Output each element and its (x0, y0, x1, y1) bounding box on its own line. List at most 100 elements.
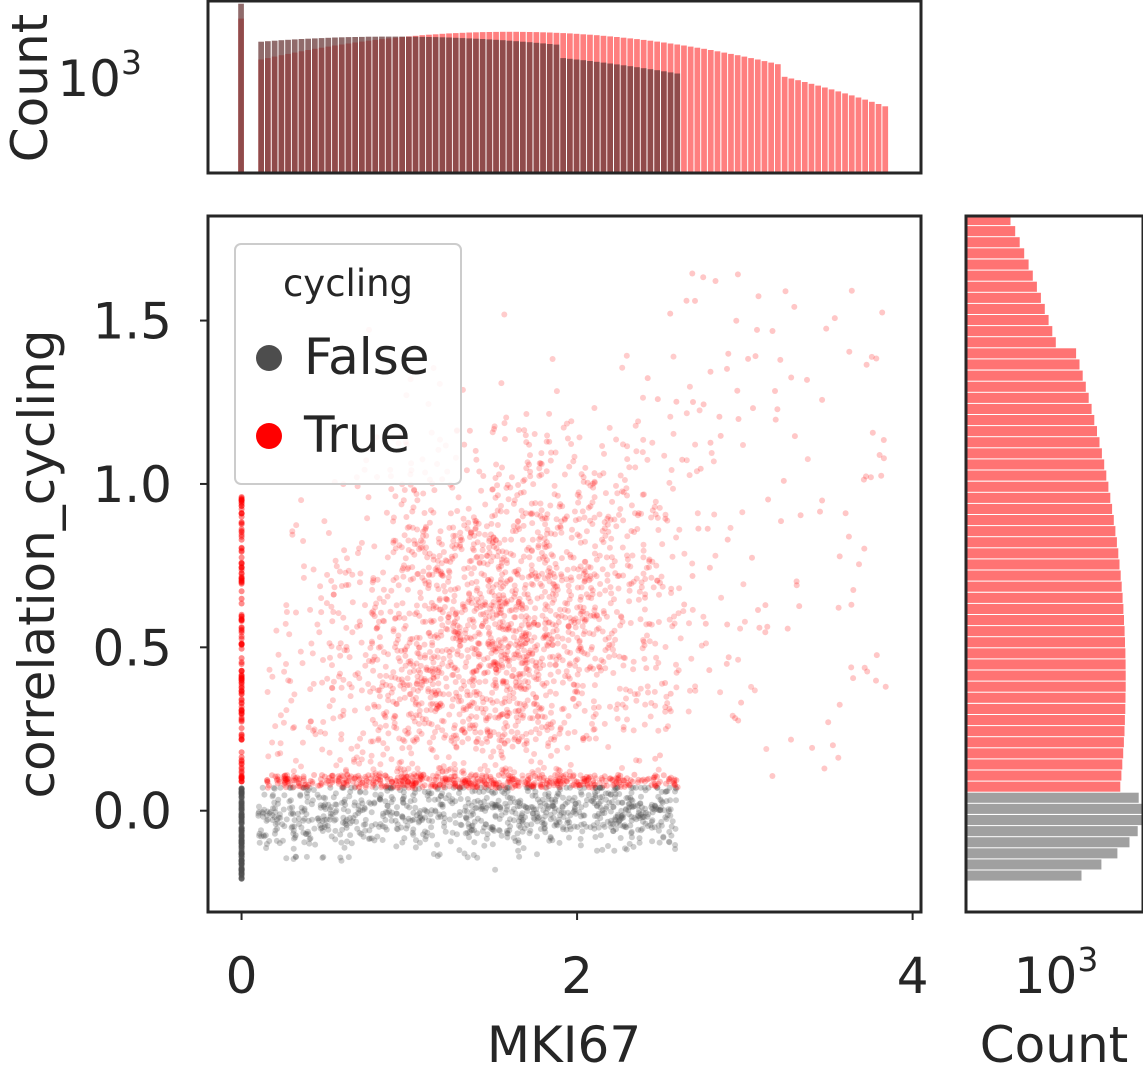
scatter-point-true (292, 757, 299, 764)
scatter-point-true (763, 746, 770, 752)
scatter-point-false (607, 791, 614, 798)
scatter-point-true (545, 743, 551, 750)
scatter-point-true (498, 737, 505, 744)
scatter-point-true (733, 317, 740, 324)
scatter-point-false (504, 830, 511, 837)
scatter-point-true (623, 352, 630, 359)
scatter-point-true (535, 621, 542, 628)
scatter-point-true (238, 580, 245, 587)
scatter-point-false (509, 795, 516, 802)
scatter-point-true (388, 587, 395, 594)
scatter-point-true (277, 750, 284, 757)
scatter-point-true (277, 712, 284, 719)
histogram-bar-false (265, 41, 271, 173)
scatter-point-false (328, 833, 335, 840)
scatter-point-true (644, 456, 651, 463)
scatter-point-true (341, 776, 348, 783)
scatter-point-false (238, 811, 245, 818)
scatter-point-true (397, 658, 403, 665)
scatter-point-false (504, 827, 511, 834)
scatter-point-false (297, 792, 304, 799)
scatter-point-true (461, 682, 468, 689)
scatter-point-true (358, 756, 365, 763)
scatter-point-true (438, 632, 445, 639)
scatter-point-false (368, 822, 375, 829)
scatter-point-false (380, 810, 386, 817)
scatter-point-false (512, 810, 519, 817)
scatter-point-true (498, 585, 504, 592)
scatter-point-true (791, 303, 798, 310)
scatter-point-false (563, 826, 570, 833)
scatter-point-true (513, 714, 520, 721)
scatter-point-true (525, 666, 532, 673)
scatter-point-true (477, 662, 484, 668)
scatter-point-true (500, 592, 507, 599)
scatter-point-true (453, 635, 459, 642)
scatter-point-true (414, 650, 421, 656)
scatter-point-true (414, 673, 421, 680)
scatter-point-true (436, 595, 443, 602)
scatter-point-false (556, 819, 563, 826)
scatter-point-false (477, 784, 484, 791)
scatter-point-true (547, 607, 554, 614)
scatter-point-false (238, 817, 245, 823)
scatter-point-true (468, 580, 475, 586)
scatter-point-true (508, 728, 515, 735)
scatter-point-true (846, 348, 853, 355)
scatter-point-false (442, 795, 449, 802)
histogram-bar-false (966, 815, 1142, 826)
scatter-point-true (343, 643, 350, 650)
scatter-point-false (342, 818, 349, 825)
scatter-point-false (238, 806, 245, 813)
scatter-point-true (569, 526, 575, 533)
scatter-point-false (553, 821, 560, 828)
scatter-point-true (518, 600, 525, 607)
scatter-point-false (502, 800, 509, 807)
scatter-point-true (379, 683, 386, 690)
scatter-point-true (396, 759, 403, 766)
scatter-point-true (489, 615, 496, 621)
scatter-point-true (608, 535, 615, 542)
scatter-point-true (836, 701, 843, 708)
scatter-point-false (406, 804, 413, 811)
scatter-point-true (621, 655, 628, 661)
scatter-point-true (611, 652, 618, 659)
scatter-point-true (365, 772, 372, 779)
scatter-point-false (360, 821, 367, 828)
scatter-point-false (639, 814, 646, 821)
scatter-point-true (525, 573, 532, 580)
scatter-point-false (515, 839, 522, 846)
scatter-point-true (497, 598, 504, 605)
scatter-point-true (581, 650, 588, 657)
scatter-point-false (480, 788, 487, 795)
scatter-point-false (238, 805, 245, 811)
histogram-bar-true (966, 681, 1126, 692)
scatter-point-false (551, 805, 558, 812)
scatter-point-true (405, 784, 412, 791)
scatter-point-true (414, 773, 420, 780)
scatter-point-false (270, 784, 277, 791)
scatter-point-false (648, 818, 655, 825)
scatter-point-true (619, 544, 626, 551)
scatter-point-false (404, 822, 411, 829)
scatter-point-true (595, 704, 602, 711)
scatter-point-true (364, 705, 371, 712)
scatter-point-false (529, 792, 536, 799)
scatter-point-true (458, 652, 465, 659)
scatter-point-true (471, 650, 478, 657)
scatter-point-true (724, 536, 731, 543)
scatter-point-false (641, 784, 648, 791)
scatter-point-false (399, 814, 406, 821)
scatter-point-true (525, 615, 532, 622)
scatter-point-false (567, 812, 574, 819)
scatter-point-true (516, 736, 523, 743)
scatter-point-true (535, 719, 542, 725)
scatter-point-false (274, 800, 281, 807)
scatter-point-false (238, 791, 245, 798)
scatter-point-true (573, 688, 580, 695)
scatter-point-true (522, 702, 529, 709)
scatter-point-true (398, 770, 405, 777)
scatter-point-true (509, 673, 516, 679)
scatter-point-true (330, 715, 337, 722)
scatter-point-true (437, 781, 444, 788)
